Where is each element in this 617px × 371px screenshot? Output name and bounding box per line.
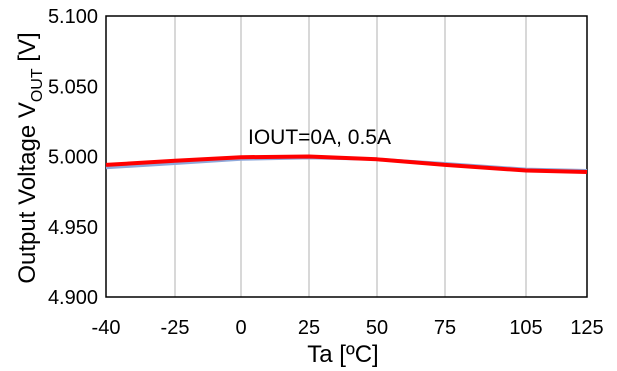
plot-area-frame <box>105 15 588 298</box>
y-tick-label: 4.900 <box>48 287 98 309</box>
x-tick-label: 75 <box>434 317 456 339</box>
y-axis-title-unit: [V] <box>14 32 41 68</box>
y-tick-label: 5.100 <box>48 6 98 28</box>
series-line-2 <box>105 154 588 174</box>
y-axis-title-main: Output Voltage V <box>14 102 41 283</box>
y-tick-label: 5.050 <box>48 76 98 98</box>
y-tick-label: 5.000 <box>48 147 98 169</box>
x-tick-label: 50 <box>366 317 388 339</box>
y-axis-tick-labels: 4.900 4.950 5.000 5.050 5.100 <box>48 6 98 309</box>
x-tick-label: -25 <box>161 317 190 339</box>
data-series <box>105 154 588 174</box>
chart-annotation: IOUT=0A, 0.5A <box>248 126 391 149</box>
x-tick-label: 0 <box>235 317 246 339</box>
x-tick-label: 125 <box>570 317 603 339</box>
x-axis-tick-labels: -40 -25 0 25 50 75 105 125 <box>92 317 604 339</box>
x-axis-title: Ta [ºC] <box>307 341 378 368</box>
x-tick-label: 105 <box>509 317 542 339</box>
x-tick-label: 25 <box>298 317 320 339</box>
x-tick-label: -40 <box>92 317 121 339</box>
y-axis-title: Output Voltage VOUT [V] <box>14 32 46 283</box>
y-axis-title-subscript: OUT <box>29 68 46 102</box>
y-tick-label: 4.950 <box>48 217 98 239</box>
